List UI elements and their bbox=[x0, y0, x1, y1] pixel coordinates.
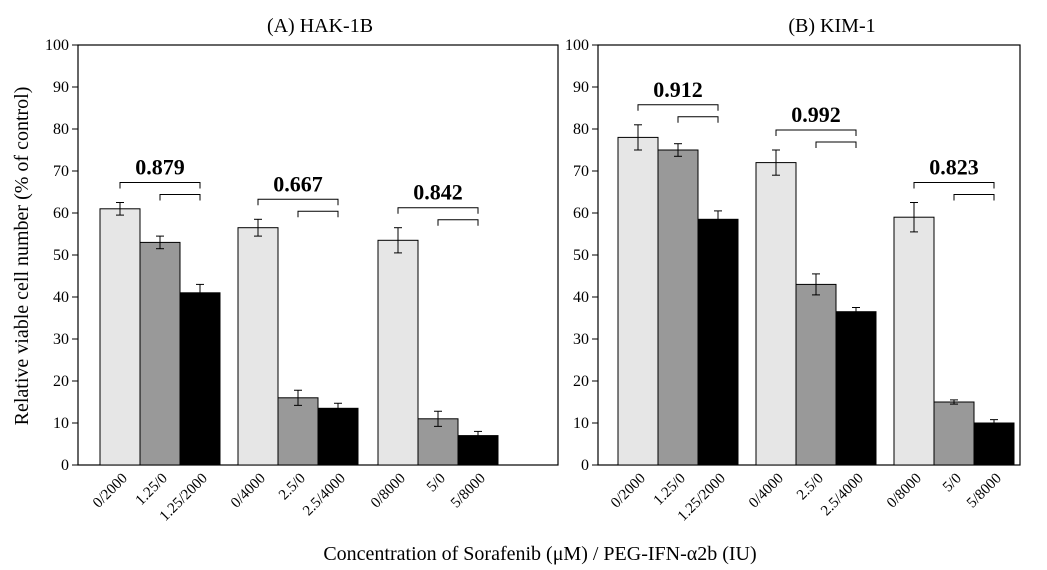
x-tick-label: 0/8000 bbox=[884, 471, 925, 512]
y-tick-label: 50 bbox=[53, 247, 69, 264]
combination-ratio-label: 0.823 bbox=[929, 155, 979, 180]
bar bbox=[457, 435, 499, 466]
y-tick-label: 70 bbox=[573, 163, 589, 180]
x-tick-label: 0/8000 bbox=[368, 471, 409, 512]
y-tick-label: 100 bbox=[45, 37, 69, 54]
y-tick-label: 30 bbox=[573, 331, 589, 348]
inner-bracket bbox=[159, 194, 201, 201]
inner-bracket bbox=[953, 194, 995, 201]
y-tick-label: 60 bbox=[573, 205, 589, 222]
outer-bracket bbox=[257, 198, 339, 206]
bar bbox=[317, 407, 359, 466]
y-tick-label: 100 bbox=[565, 37, 589, 54]
x-tick-label: 2.5/0 bbox=[794, 471, 827, 504]
outer-bracket bbox=[397, 207, 479, 214]
bar-group: 0/8000 5/0 5/8000 0.842 bbox=[368, 180, 499, 512]
bar bbox=[617, 136, 659, 466]
bar-group: 0/8000 5/0 5/8000 0.823 bbox=[884, 155, 1015, 512]
bar bbox=[277, 397, 319, 466]
x-tick-label: 0/4000 bbox=[228, 471, 269, 512]
y-tick-label: 20 bbox=[573, 373, 589, 390]
bar bbox=[697, 218, 739, 466]
y-tick-label: 90 bbox=[53, 79, 69, 96]
x-tick-label: 0/4000 bbox=[746, 471, 787, 512]
bar bbox=[835, 311, 877, 466]
y-tick-label: 80 bbox=[573, 121, 589, 138]
y-tick-label: 80 bbox=[53, 121, 69, 138]
x-tick-label: 0/2000 bbox=[90, 471, 131, 512]
y-axis-label: Relative viable cell number (% of contro… bbox=[11, 87, 33, 426]
x-tick-label: 2.5/4000 bbox=[300, 471, 349, 520]
bar bbox=[795, 283, 837, 466]
outer-bracket bbox=[775, 129, 857, 136]
y-tick-label: 90 bbox=[573, 79, 589, 96]
x-tick-label: 5/0 bbox=[940, 471, 965, 496]
x-axis-label: Concentration of Sorafenib (μM) / PEG-IF… bbox=[323, 543, 756, 565]
bar-group: 0/4000 2.5/02.5/4000 0.667 bbox=[228, 171, 359, 520]
bar bbox=[139, 241, 181, 466]
combination-ratio-label: 0.912 bbox=[653, 77, 703, 102]
combination-ratio-label: 0.842 bbox=[413, 180, 463, 205]
y-tick-label: 40 bbox=[53, 289, 69, 306]
x-tick-label: 2.5/4000 bbox=[818, 471, 867, 520]
x-tick-label: 1.25/0 bbox=[651, 471, 689, 509]
bar-group: 0/4000 2.5/02.5/4000 0.992 bbox=[746, 102, 877, 520]
chart-panel-0: (A) HAK-1B 0 10 20 30 40 50 60 70 80 90 100 0/2000 1.… bbox=[45, 15, 559, 525]
x-tick-label: 0/2000 bbox=[608, 471, 649, 512]
x-tick-label: 5/8000 bbox=[448, 471, 489, 512]
y-tick-label: 70 bbox=[53, 163, 69, 180]
bar bbox=[179, 292, 221, 466]
chart-panel-1: (B) KIM-1 0 10 20 30 40 50 60 70 80 90 100 0/2000 1.2… bbox=[565, 15, 1021, 525]
inner-bracket bbox=[437, 219, 479, 226]
x-tick-label: 2.5/0 bbox=[276, 471, 309, 504]
outer-bracket bbox=[119, 182, 201, 189]
x-tick-label: 5/0 bbox=[424, 471, 449, 496]
y-tick-label: 50 bbox=[573, 247, 589, 264]
y-tick-label: 40 bbox=[573, 289, 589, 306]
x-tick-label: 1.25/0 bbox=[133, 471, 171, 509]
y-tick-label: 10 bbox=[573, 415, 589, 432]
y-tick-label: 20 bbox=[53, 373, 69, 390]
combination-ratio-label: 0.667 bbox=[273, 171, 323, 196]
bar bbox=[755, 162, 797, 466]
combination-ratio-label: 0.992 bbox=[791, 102, 841, 127]
bar bbox=[99, 208, 141, 466]
outer-bracket bbox=[637, 104, 719, 111]
y-tick-label: 30 bbox=[53, 331, 69, 348]
panel-title: (A) HAK-1B bbox=[267, 15, 373, 37]
y-tick-label: 60 bbox=[53, 205, 69, 222]
inner-bracket bbox=[815, 141, 857, 148]
combination-ratio-label: 0.879 bbox=[135, 155, 185, 180]
y-tick-label: 0 bbox=[581, 457, 589, 474]
bar bbox=[657, 149, 699, 466]
bar bbox=[973, 422, 1015, 466]
bar bbox=[933, 401, 975, 466]
bar bbox=[237, 227, 279, 466]
y-tick-label: 0 bbox=[61, 457, 69, 474]
panel-title: (B) KIM-1 bbox=[788, 15, 875, 37]
bar bbox=[377, 239, 419, 466]
x-tick-label: 5/8000 bbox=[964, 471, 1005, 512]
y-tick-label: 10 bbox=[53, 415, 69, 432]
bar bbox=[893, 216, 935, 466]
inner-bracket bbox=[677, 116, 719, 123]
outer-bracket bbox=[913, 182, 995, 189]
inner-bracket bbox=[297, 210, 339, 218]
